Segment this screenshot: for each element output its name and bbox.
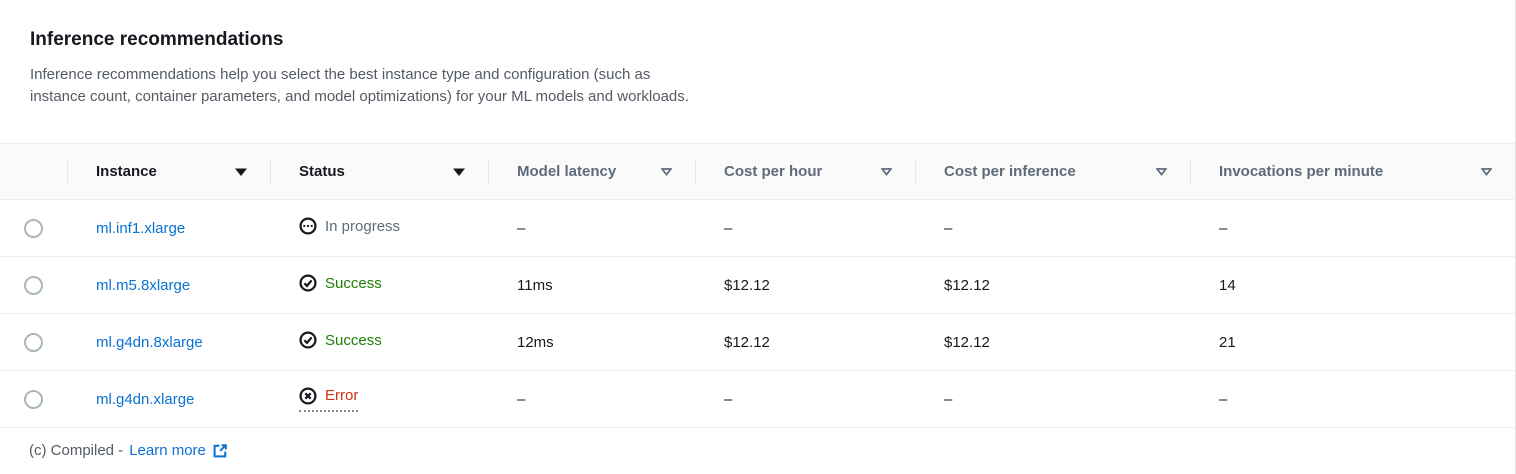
instance-link[interactable]: ml.g4dn.xlarge xyxy=(96,390,195,408)
row-select-radio[interactable] xyxy=(24,275,43,295)
outline-caret-down-icon xyxy=(661,167,672,176)
check-circle-icon xyxy=(299,331,317,349)
recommendations-table: Instance Status Model latency xyxy=(0,143,1515,428)
panel-header: Inference recommendations Inference reco… xyxy=(0,0,1515,143)
cell-cost-per-hour: $12.12 xyxy=(724,333,770,351)
column-label: Model latency xyxy=(517,163,617,180)
row-select-radio[interactable] xyxy=(24,389,43,409)
cell-cost-per-hour: – xyxy=(724,390,733,408)
status-label: Success xyxy=(325,274,382,292)
table-row: ml.g4dn.8xlarge Success 12ms $12.12 $12.… xyxy=(0,313,1515,371)
cell-cost-per-inference: – xyxy=(944,390,953,408)
instance-link[interactable]: ml.m5.8xlarge xyxy=(96,276,191,294)
cell-model-latency: 12ms xyxy=(517,333,554,351)
ellipsis-circle-icon xyxy=(299,217,317,235)
cell-model-latency: 11ms xyxy=(517,276,553,294)
column-label: Status xyxy=(299,163,345,180)
status-success: Success xyxy=(299,331,382,349)
filled-caret-down-icon xyxy=(453,168,465,176)
x-circle-icon xyxy=(299,386,317,405)
learn-more-link[interactable]: Learn more xyxy=(129,442,228,459)
cell-model-latency: – xyxy=(517,219,526,237)
cell-invocations-per-minute: 14 xyxy=(1219,276,1236,294)
cell-cost-per-inference: $12.12 xyxy=(944,333,990,351)
external-link-icon xyxy=(212,443,228,459)
column-header-cost-per-inference[interactable]: Cost per inference xyxy=(915,144,1190,200)
outline-caret-down-icon xyxy=(881,167,892,176)
column-label: Cost per hour xyxy=(724,163,823,180)
column-header-invocations-per-minute[interactable]: Invocations per minute xyxy=(1190,144,1515,200)
table-row: ml.m5.8xlarge Success 11ms $12.12 $12.12… xyxy=(0,256,1515,314)
row-select-radio[interactable] xyxy=(24,332,43,352)
status-label: Success xyxy=(325,331,382,349)
column-header-cost-per-hour[interactable]: Cost per hour xyxy=(695,144,915,200)
cell-cost-per-inference: $12.12 xyxy=(944,276,990,294)
filled-caret-down-icon xyxy=(235,168,247,176)
page-title: Inference recommendations xyxy=(30,29,284,50)
cell-model-latency: – xyxy=(517,390,526,408)
instance-link[interactable]: ml.inf1.xlarge xyxy=(96,219,186,237)
column-label: Invocations per minute xyxy=(1219,163,1384,180)
select-column-header xyxy=(0,144,67,200)
learn-more-label: Learn more xyxy=(129,442,206,459)
column-header-instance[interactable]: Instance xyxy=(67,144,270,200)
column-header-status[interactable]: Status xyxy=(270,144,488,200)
cell-cost-per-hour: – xyxy=(724,219,733,237)
panel-description: Inference recommendations help you selec… xyxy=(30,64,1485,108)
table-header-row: Instance Status Model latency xyxy=(0,143,1515,200)
cell-invocations-per-minute: – xyxy=(1219,390,1228,408)
status-label: In progress xyxy=(325,217,401,235)
outline-caret-down-icon xyxy=(1156,167,1167,176)
cell-cost-per-inference: – xyxy=(944,219,953,237)
cell-invocations-per-minute: – xyxy=(1219,219,1228,237)
footer-text: (c) Compiled - xyxy=(29,442,124,459)
row-select-radio[interactable] xyxy=(24,218,43,238)
check-circle-icon xyxy=(299,274,317,292)
cell-invocations-per-minute: 21 xyxy=(1219,333,1236,351)
outline-caret-down-icon xyxy=(1481,167,1492,176)
column-header-model-latency[interactable]: Model latency xyxy=(488,144,695,200)
table-row: ml.inf1.xlarge In progress – – – – xyxy=(0,199,1515,257)
panel-footer: (c) Compiled - Learn more xyxy=(0,428,1515,473)
status-in-progress: In progress xyxy=(299,217,400,235)
status-label: Error xyxy=(325,387,359,404)
description-line-2: instance count, container parameters, an… xyxy=(30,88,689,105)
instance-link[interactable]: ml.g4dn.8xlarge xyxy=(96,333,203,351)
description-line-1: Inference recommendations help you selec… xyxy=(30,66,651,83)
status-error[interactable]: Error xyxy=(299,386,359,412)
status-success: Success xyxy=(299,274,382,292)
column-label: Cost per inference xyxy=(944,163,1076,180)
table-row: ml.g4dn.xlarge Error – – – – xyxy=(0,370,1515,428)
column-label: Instance xyxy=(96,163,157,180)
cell-cost-per-hour: $12.12 xyxy=(724,276,770,294)
